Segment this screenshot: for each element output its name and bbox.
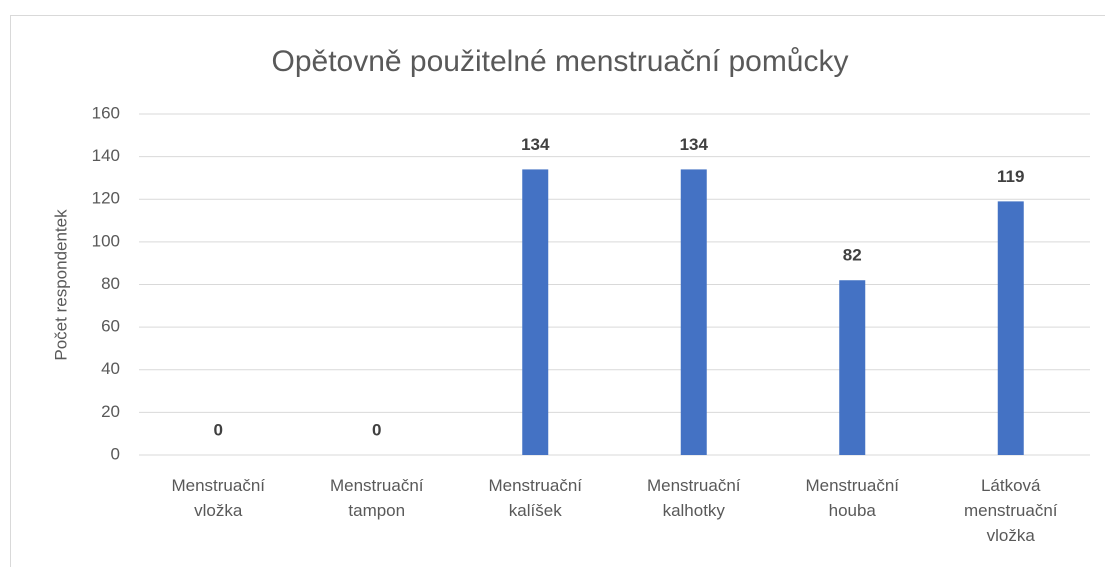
x-tick-label: Menstruační kalíšek [488, 476, 582, 520]
x-tick-label: Látková menstruační vložka [964, 476, 1058, 545]
y-tick-label: 100 [92, 231, 120, 250]
bar [680, 169, 707, 455]
bar [522, 169, 549, 455]
x-tick-label: Menstruační tampon [330, 476, 424, 520]
y-tick-label: 160 [92, 103, 120, 122]
data-label: 0 [372, 420, 381, 439]
x-tick-label: Menstruační kalhotky [647, 476, 741, 520]
x-tick-label: Menstruační houba [805, 476, 899, 520]
bar [839, 280, 866, 455]
chart-title: Opětovně použitelné menstruační pomůcky [272, 45, 849, 78]
y-tick-label: 40 [101, 359, 120, 378]
bar [997, 201, 1024, 455]
data-label: 82 [843, 246, 862, 265]
data-label: 134 [521, 135, 550, 154]
data-label: 119 [997, 167, 1024, 186]
data-label: 0 [214, 420, 223, 439]
y-tick-label: 20 [101, 402, 120, 421]
y-tick-label: 140 [92, 146, 120, 165]
y-axis-label: Počet respondentek [51, 209, 70, 361]
y-tick-label: 60 [101, 317, 120, 336]
data-label: 134 [680, 135, 709, 154]
chart-frame [10, 15, 1105, 567]
x-tick-label: Menstruační vložka [171, 476, 265, 520]
y-tick-label: 120 [92, 189, 120, 208]
y-tick-label: 0 [111, 444, 120, 463]
y-tick-label: 80 [101, 274, 120, 293]
